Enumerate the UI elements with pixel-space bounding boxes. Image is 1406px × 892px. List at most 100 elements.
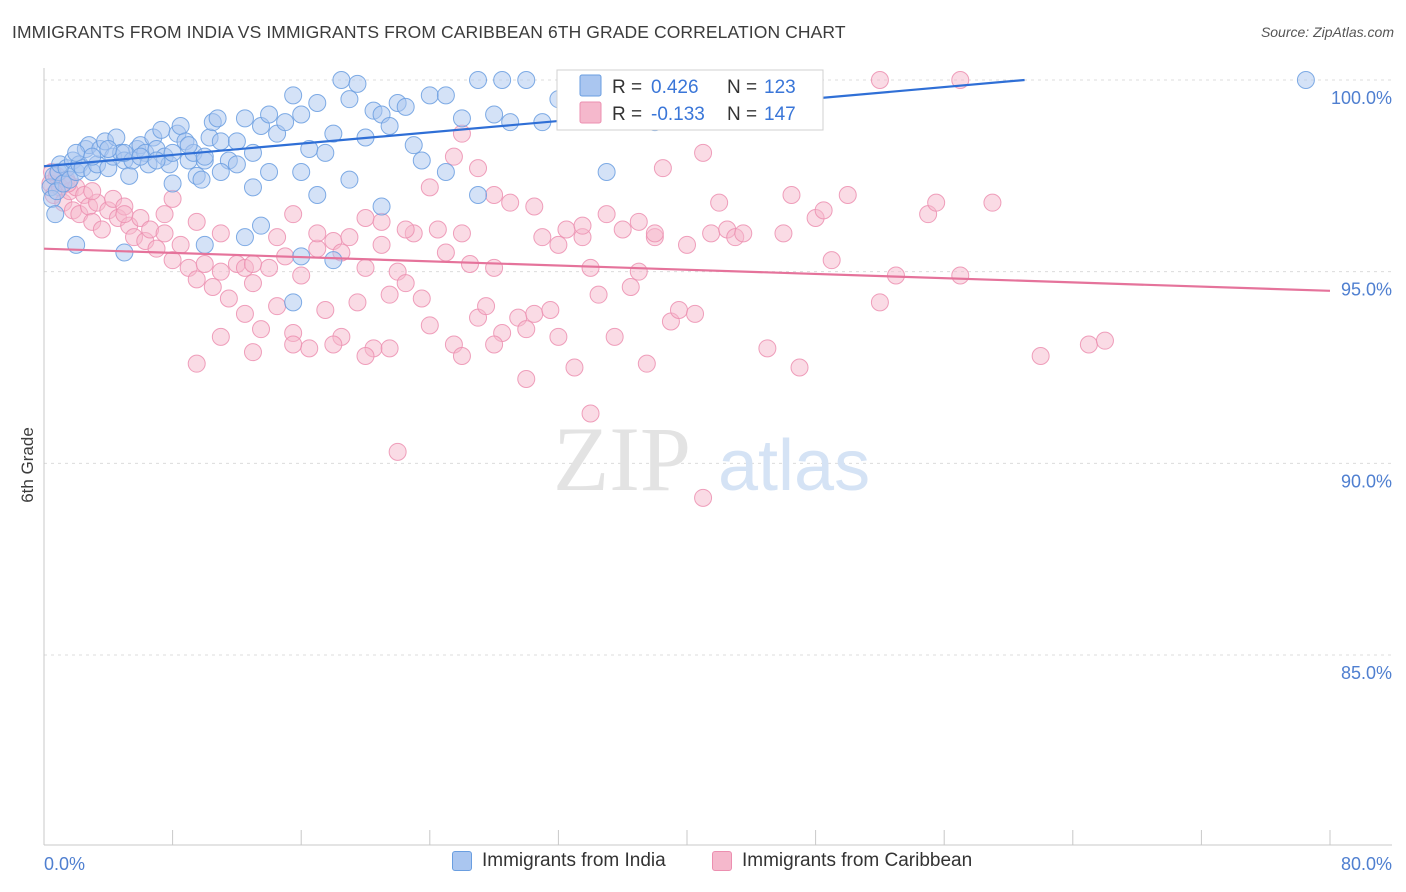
caribbean-point — [549, 327, 568, 346]
india-point — [324, 251, 343, 270]
caribbean-point — [629, 212, 648, 231]
india-point — [284, 86, 303, 105]
legend-caribbean-n-label: N = — [727, 104, 757, 125]
caribbean-point — [485, 186, 504, 204]
caribbean-point — [452, 224, 471, 243]
caribbean-point — [702, 224, 721, 243]
caribbean-point — [525, 197, 544, 216]
india-point — [493, 71, 512, 89]
caribbean-point — [380, 285, 399, 304]
india-point — [340, 170, 359, 189]
india-point — [469, 186, 488, 204]
caribbean-point — [348, 293, 367, 312]
india-point — [469, 71, 488, 89]
caribbean-point — [452, 124, 471, 143]
india-point — [276, 113, 295, 132]
caribbean-point — [211, 327, 230, 346]
india-point — [152, 120, 171, 139]
india-point — [420, 86, 439, 105]
caribbean-point — [396, 220, 415, 239]
india-point — [227, 155, 246, 174]
india-point — [308, 186, 327, 204]
caribbean-point — [163, 189, 182, 208]
caribbean-point — [155, 205, 174, 224]
india-point — [316, 143, 335, 162]
india-point — [517, 71, 536, 89]
caribbean-point — [477, 297, 496, 316]
caribbean-point — [870, 71, 889, 89]
caribbean-point — [420, 316, 439, 335]
caribbean-point — [533, 228, 552, 247]
trend-lines — [43, 78, 1331, 292]
india-point — [99, 140, 118, 158]
caribbean-point — [83, 182, 102, 201]
india-point — [485, 105, 504, 124]
india-point — [412, 151, 431, 170]
caribbean-point — [356, 347, 375, 365]
india-point — [292, 163, 311, 181]
watermark-zip: ZIP — [553, 408, 691, 510]
legend-india-r-value: 0.426 — [651, 77, 699, 98]
india-point — [192, 170, 211, 189]
india-point — [1296, 71, 1315, 89]
legend-item-india: Immigrants from India — [452, 850, 666, 872]
caribbean-point — [388, 442, 407, 461]
caribbean-point — [243, 255, 262, 273]
india-point — [324, 124, 343, 143]
caribbean-point — [356, 258, 375, 277]
india-point — [211, 132, 230, 151]
india-point — [171, 117, 190, 135]
caribbean-point — [549, 235, 568, 254]
caribbean-point — [243, 343, 262, 362]
legend-india-r-label: R = — [612, 77, 642, 98]
caribbean-point — [460, 255, 479, 273]
caribbean-point — [195, 255, 214, 273]
grid — [44, 79, 1392, 656]
caribbean-point — [629, 262, 648, 281]
caribbean-point — [678, 235, 696, 254]
legend-india-n-value: 123 — [764, 77, 796, 98]
caribbean-point — [517, 370, 536, 388]
caribbean-point — [211, 224, 230, 243]
caribbean-point — [155, 224, 174, 243]
caribbean-point — [252, 320, 271, 339]
india-point — [597, 163, 616, 181]
caribbean-point — [557, 220, 576, 239]
india-point — [208, 109, 227, 128]
caribbean-point — [645, 224, 664, 243]
caribbean-point — [243, 274, 262, 293]
caribbean-point — [1079, 335, 1098, 354]
caribbean-point — [565, 358, 584, 377]
y-tick-label: 95.0% — [1341, 280, 1392, 300]
india-point — [243, 178, 262, 197]
caribbean-point — [219, 289, 238, 308]
caribbean-point — [694, 143, 713, 162]
india-point — [67, 143, 86, 162]
caribbean-point — [436, 243, 455, 262]
caribbean-point — [605, 327, 624, 346]
india-trend-line — [43, 78, 1025, 168]
india-point — [163, 174, 182, 193]
india-point — [396, 97, 415, 116]
caribbean-point — [710, 193, 729, 212]
india-point — [436, 86, 455, 105]
caribbean-point — [983, 193, 1002, 212]
y-tick-labels: 85.0% 90.0% 95.0% 100.0% — [1331, 88, 1392, 683]
caribbean-point — [573, 216, 592, 235]
india-point — [120, 166, 139, 185]
watermark-atlas: atlas — [718, 426, 870, 506]
stats-legend: R = 0.426 N = 123 R = -0.133 N = 147 — [556, 69, 824, 131]
india-point — [179, 136, 198, 155]
chart-title: IMMIGRANTS FROM INDIA VS IMMIGRANTS FROM… — [12, 22, 846, 42]
caribbean-point — [782, 186, 801, 204]
y-tick-label: 90.0% — [1341, 471, 1392, 491]
india-point — [501, 113, 520, 132]
caribbean-point — [517, 320, 536, 339]
legend-caribbean-r-label: R = — [612, 104, 642, 125]
caribbean-point — [525, 304, 544, 323]
caribbean-point — [187, 212, 206, 231]
india-point — [292, 105, 311, 124]
legend-india-n-label: N = — [727, 77, 757, 98]
caribbean-point — [814, 201, 833, 220]
